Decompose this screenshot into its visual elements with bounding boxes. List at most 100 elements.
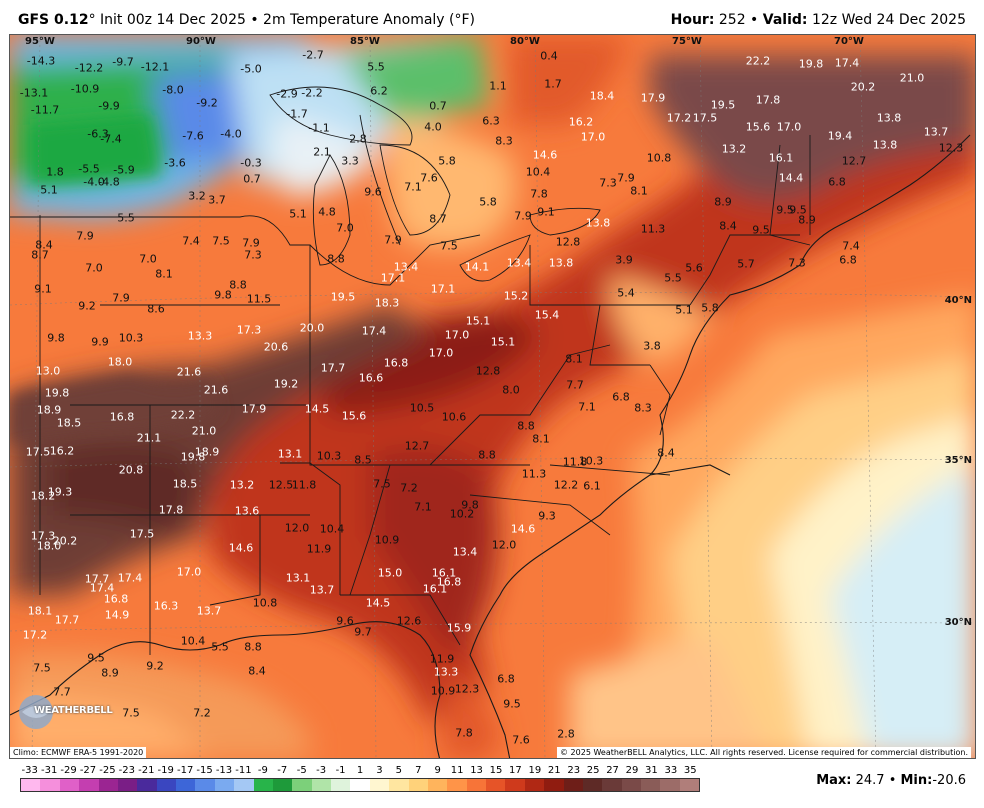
anomaly-value: 7.3 (599, 176, 617, 190)
anomaly-value: 5.8 (479, 195, 497, 209)
legend-color-swatch (563, 779, 583, 791)
anomaly-value: 8.8 (478, 448, 496, 462)
anomaly-value: 10.8 (646, 151, 672, 165)
legend-color-swatch (137, 779, 157, 791)
anomaly-value: 13.8 (585, 216, 611, 230)
legend-tick-label: -25 (99, 765, 116, 776)
anomaly-value: 9.5 (503, 697, 521, 711)
legend-tick-label: -31 (40, 765, 58, 776)
anomaly-value: 13.0 (35, 364, 61, 378)
anomaly-value: 4.8 (318, 205, 336, 219)
anomaly-value: 17.0 (580, 130, 606, 144)
legend-tick-label: -19 (157, 765, 174, 776)
anomaly-value: 16.8 (383, 356, 409, 370)
anomaly-value: 7.9 (76, 229, 94, 243)
lon-label-80: 80°W (510, 36, 540, 47)
anomaly-value: 11.3 (521, 467, 547, 481)
legend-tick-label: -23 (118, 765, 136, 776)
legend-tick-label: 33 (664, 765, 678, 776)
anomaly-value: 8.9 (714, 195, 732, 209)
anomaly-value: 14.6 (228, 541, 254, 555)
anomaly-value: 5.5 (367, 60, 385, 74)
anomaly-value: 19.8 (44, 386, 70, 400)
legend-tick-label: -17 (176, 765, 194, 776)
anomaly-value: 13.7 (923, 125, 949, 139)
legend-color-swatch (156, 779, 176, 791)
colorbar (20, 778, 700, 792)
anomaly-value: -13.1 (19, 86, 49, 100)
anomaly-value: 8.3 (495, 134, 513, 148)
anomaly-value: 9.2 (146, 659, 164, 673)
legend-color-swatch (369, 779, 390, 791)
anomaly-value: -9.9 (98, 99, 120, 113)
anomaly-value: 17.9 (241, 402, 267, 416)
anomaly-value: 10.4 (525, 165, 551, 179)
anomaly-value: 0.4 (540, 49, 558, 63)
lon-label-85: 85°W (350, 36, 380, 47)
anomaly-value: 5.8 (438, 154, 456, 168)
anomaly-value: 11.9 (429, 652, 455, 666)
anomaly-value: 18.5 (56, 416, 82, 430)
legend-color-swatch (524, 779, 545, 791)
anomaly-value: 7.4 (182, 234, 200, 248)
anomaly-value: 13.8 (548, 256, 574, 270)
anomaly-value: -3.6 (164, 156, 186, 170)
legend-tick-label: 27 (606, 765, 619, 776)
anomaly-value: -4.8 (98, 175, 120, 189)
anomaly-value: -8.0 (162, 83, 184, 97)
anomaly-value: 19.3 (47, 485, 73, 499)
anomaly-value: 8.7 (429, 212, 447, 226)
anomaly-value: 11.8 (291, 478, 317, 492)
anomaly-value: 19.4 (827, 129, 853, 143)
anomaly-value: 7.8 (530, 187, 548, 201)
anomaly-value: 9.5 (87, 651, 105, 665)
anomaly-value: 9.2 (78, 299, 96, 313)
anomaly-value: -9.7 (112, 55, 134, 69)
anomaly-value: 8.8 (244, 640, 262, 654)
anomaly-value: 3.7 (208, 193, 226, 207)
anomaly-value: 7.2 (193, 706, 211, 720)
anomaly-value: 18.0 (107, 355, 133, 369)
legend-tick-label: 13 (470, 765, 483, 776)
anomaly-value: 8.8 (229, 278, 247, 292)
anomaly-value: -7.6 (182, 129, 204, 143)
anomaly-value: -5.0 (240, 62, 262, 76)
anomaly-value: 8.6 (147, 302, 165, 316)
anomaly-value: 12.0 (491, 538, 517, 552)
anomaly-value: -6.3 (87, 127, 109, 141)
anomaly-value: 8.0 (502, 383, 520, 397)
anomaly-value: 10.3 (316, 449, 342, 463)
legend-tick-label: 3 (376, 765, 383, 776)
anomaly-value: 17.7 (84, 572, 110, 586)
anomaly-value: 7.5 (440, 239, 458, 253)
model-name: GFS 0.12 (18, 12, 89, 28)
map-background (10, 35, 975, 758)
anomaly-value: 7.0 (336, 221, 354, 235)
anomaly-value: 0.7 (243, 172, 261, 186)
anomaly-value: 17.4 (89, 581, 115, 595)
anomaly-value: 8.5 (354, 453, 372, 467)
anomaly-value: 17.8 (755, 93, 781, 107)
legend-color-swatch (234, 779, 254, 791)
anomaly-value: 18.4 (589, 89, 615, 103)
anomaly-value: 17.2 (22, 628, 48, 642)
anomaly-value: 17.8 (158, 503, 184, 517)
anomaly-value: 5.1 (289, 207, 307, 221)
anomaly-value: 8.8 (327, 252, 345, 266)
legend-tick-label: 25 (586, 765, 600, 776)
anomaly-value: 6.3 (482, 114, 500, 128)
anomaly-value: 14.9 (104, 608, 130, 622)
anomaly-value: 10.9 (430, 684, 456, 698)
legend-tick-label: -21 (138, 765, 155, 776)
legend-tick-label: 5 (395, 765, 403, 776)
legend-color-swatch (660, 779, 680, 791)
anomaly-value: 5.1 (40, 183, 58, 197)
anomaly-value: -4.0 (83, 175, 105, 189)
legend-ticks: -33 -31 -29 -27 -25 -23 -21 -19 -17 -15 -13 -11 -9 -7… (20, 762, 700, 776)
anomaly-value: 10.3 (578, 454, 604, 468)
weatherbell-logo: WEATHERBELL (16, 692, 113, 732)
legend-color-swatch (214, 779, 235, 791)
legend-tick-label: 15 (489, 765, 503, 776)
max-min-readout: Max: 24.7 • Min:-20.6 (816, 773, 966, 788)
logo-text: WEATHERBELL (34, 705, 113, 716)
